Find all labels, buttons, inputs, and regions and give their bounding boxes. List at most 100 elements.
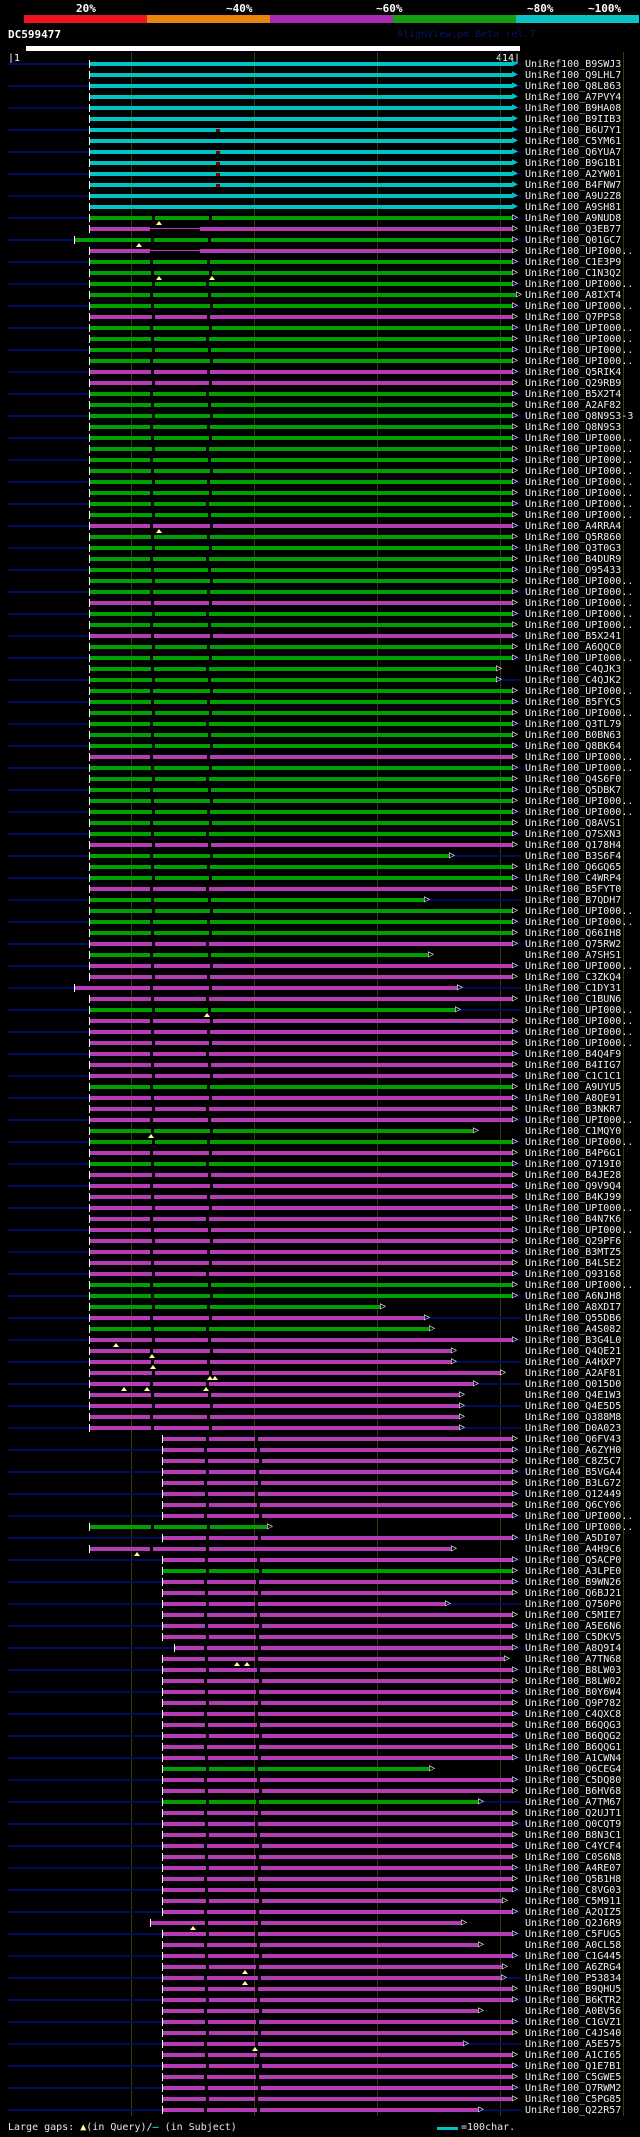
hit-arrow-icon[interactable]: ▷ xyxy=(451,1345,458,1356)
hit-bar[interactable] xyxy=(163,1954,512,1958)
hit-arrow-icon[interactable]: ▷ xyxy=(512,1994,519,2005)
hit-label[interactable]: UniRef100_Q6BJ21 xyxy=(525,1588,622,1599)
hit-arrow-icon[interactable]: ▷ xyxy=(512,1213,519,1224)
hit-bar[interactable] xyxy=(163,2053,512,2057)
hit-bar[interactable] xyxy=(163,1536,512,1540)
hit-bar[interactable] xyxy=(90,656,512,660)
hit-arrow-icon[interactable]: ▷ xyxy=(424,894,431,905)
hit-label[interactable]: UniRef100_A1CWN4 xyxy=(525,1753,622,1764)
hit-arrow-icon[interactable]: ▶ xyxy=(512,58,519,69)
hit-bar[interactable] xyxy=(163,1877,512,1881)
hit-bar[interactable] xyxy=(90,1415,459,1419)
hit-label[interactable]: UniRef100_UPI000.. xyxy=(525,488,634,499)
hit-bar[interactable] xyxy=(90,942,512,946)
hit-bar[interactable] xyxy=(90,788,512,792)
hit-bar[interactable] xyxy=(163,1745,512,1749)
hit-label[interactable]: UniRef100_A5DI07 xyxy=(525,1533,622,1544)
hit-bar[interactable] xyxy=(90,1008,455,1012)
hit-bar[interactable] xyxy=(175,1646,512,1650)
hit-arrow-icon[interactable]: ▷ xyxy=(512,707,519,718)
hit-label[interactable]: UniRef100_A8QE91 xyxy=(525,1093,622,1104)
hit-bar[interactable] xyxy=(163,1470,512,1474)
hit-label[interactable]: UniRef100_UPI000.. xyxy=(525,763,634,774)
hit-arrow-icon[interactable]: ▷ xyxy=(512,1774,519,1785)
hit-bar[interactable] xyxy=(163,1679,512,1683)
hit-arrow-icon[interactable]: ▷ xyxy=(512,883,519,894)
hit-arrow-icon[interactable]: ▶ xyxy=(512,80,519,91)
hit-label[interactable]: UniRef100_B4P6G1 xyxy=(525,1148,622,1159)
hit-bar[interactable] xyxy=(90,876,512,880)
hit-arrow-icon[interactable]: ▷ xyxy=(451,1543,458,1554)
hit-bar[interactable] xyxy=(90,436,512,440)
hit-arrow-icon[interactable]: ▷ xyxy=(512,1279,519,1290)
hit-bar[interactable] xyxy=(90,392,512,396)
hit-bar[interactable] xyxy=(90,744,512,748)
hit-label[interactable]: UniRef100_UPI000.. xyxy=(525,444,634,455)
hit-bar[interactable] xyxy=(90,1140,512,1144)
hit-arrow-icon[interactable]: ▷ xyxy=(455,1004,462,1015)
hit-bar[interactable] xyxy=(163,1987,512,1991)
hit-arrow-icon[interactable]: ▷ xyxy=(512,1202,519,1213)
hit-label[interactable]: UniRef100_B8LW02 xyxy=(525,1676,622,1687)
hit-label[interactable]: UniRef100_UPI000.. xyxy=(525,1038,634,1049)
hit-bar[interactable] xyxy=(90,227,512,231)
hit-bar[interactable] xyxy=(163,1558,512,1562)
hit-bar[interactable] xyxy=(90,755,512,759)
hit-label[interactable]: UniRef100_Q55DB6 xyxy=(525,1313,622,1324)
hit-arrow-icon[interactable]: ▷ xyxy=(512,1070,519,1081)
hit-arrow-icon[interactable]: ▷ xyxy=(512,729,519,740)
hit-bar[interactable] xyxy=(90,271,512,275)
hit-label[interactable]: UniRef100_A7TN68 xyxy=(525,1654,622,1665)
hit-bar[interactable] xyxy=(90,1173,512,1177)
hit-arrow-icon[interactable]: ▷ xyxy=(429,1323,436,1334)
hit-label[interactable]: UniRef100_UPI000.. xyxy=(525,1203,634,1214)
hit-bar[interactable] xyxy=(90,1019,512,1023)
hit-bar[interactable] xyxy=(90,1250,512,1254)
hit-arrow-icon[interactable]: ▷ xyxy=(478,1796,485,1807)
hit-arrow-icon[interactable]: ▶ xyxy=(512,91,519,102)
hit-bar[interactable] xyxy=(90,854,449,858)
hit-label[interactable]: UniRef100_O95433 xyxy=(525,565,622,576)
hit-bar[interactable] xyxy=(163,1613,512,1617)
hit-arrow-icon[interactable]: ▷ xyxy=(512,2016,519,2027)
hit-bar[interactable] xyxy=(90,370,512,374)
hit-label[interactable]: UniRef100_A8Q9I4 xyxy=(525,1643,622,1654)
hit-arrow-icon[interactable]: ▷ xyxy=(512,938,519,949)
hit-label[interactable]: UniRef100_Q9P782 xyxy=(525,1698,622,1709)
hit-arrow-icon[interactable]: ▷ xyxy=(512,1191,519,1202)
hit-label[interactable]: UniRef100_A5E575 xyxy=(525,2039,622,2050)
hit-bar[interactable] xyxy=(90,1118,512,1122)
hit-label[interactable]: UniRef100_A3LPE0 xyxy=(525,1566,622,1577)
hit-label[interactable]: UniRef100_C5FUG5 xyxy=(525,1929,622,1940)
hit-arrow-icon[interactable]: ▷ xyxy=(512,1565,519,1576)
hit-label[interactable]: UniRef100_C8VG03 xyxy=(525,1885,622,1896)
hit-label[interactable]: UniRef100_A7PVY4 xyxy=(525,92,622,103)
hit-bar[interactable] xyxy=(163,1503,512,1507)
hit-arrow-icon[interactable]: ▷ xyxy=(512,1807,519,1818)
hit-arrow-icon[interactable]: ▶ xyxy=(512,124,519,135)
hit-label[interactable]: UniRef100_B4IIG7 xyxy=(525,1060,622,1071)
hit-bar[interactable] xyxy=(163,1811,512,1815)
hit-arrow-icon[interactable]: ▷ xyxy=(473,1378,480,1389)
hit-label[interactable]: UniRef100_B6KTR2 xyxy=(525,1995,622,2006)
hit-bar[interactable] xyxy=(90,1305,380,1309)
hit-bar[interactable] xyxy=(163,1899,502,1903)
hit-arrow-icon[interactable]: ▷ xyxy=(512,1147,519,1158)
hit-bar[interactable] xyxy=(90,1327,429,1331)
hit-arrow-icon[interactable]: ▷ xyxy=(512,256,519,267)
hit-bar[interactable] xyxy=(163,1481,512,1485)
hit-arrow-icon[interactable]: ▶ xyxy=(512,135,519,146)
hit-bar[interactable] xyxy=(75,986,457,990)
hit-arrow-icon[interactable]: ▷ xyxy=(512,564,519,575)
hit-bar[interactable] xyxy=(90,810,512,814)
hit-arrow-icon[interactable]: ▷ xyxy=(457,982,464,993)
hit-label[interactable]: UniRef100_Q6CY06 xyxy=(525,1500,622,1511)
hit-label[interactable]: UniRef100_UPI000.. xyxy=(525,686,634,697)
hit-arrow-icon[interactable]: ▷ xyxy=(512,245,519,256)
hit-label[interactable]: UniRef100_B9QHU5 xyxy=(525,1984,622,1995)
hit-bar[interactable] xyxy=(90,337,512,341)
hit-bar[interactable] xyxy=(90,1063,512,1067)
hit-bar[interactable] xyxy=(90,95,512,99)
hit-arrow-icon[interactable]: ▷ xyxy=(512,1741,519,1752)
hit-label[interactable]: UniRef100_B3S6F4 xyxy=(525,851,622,862)
